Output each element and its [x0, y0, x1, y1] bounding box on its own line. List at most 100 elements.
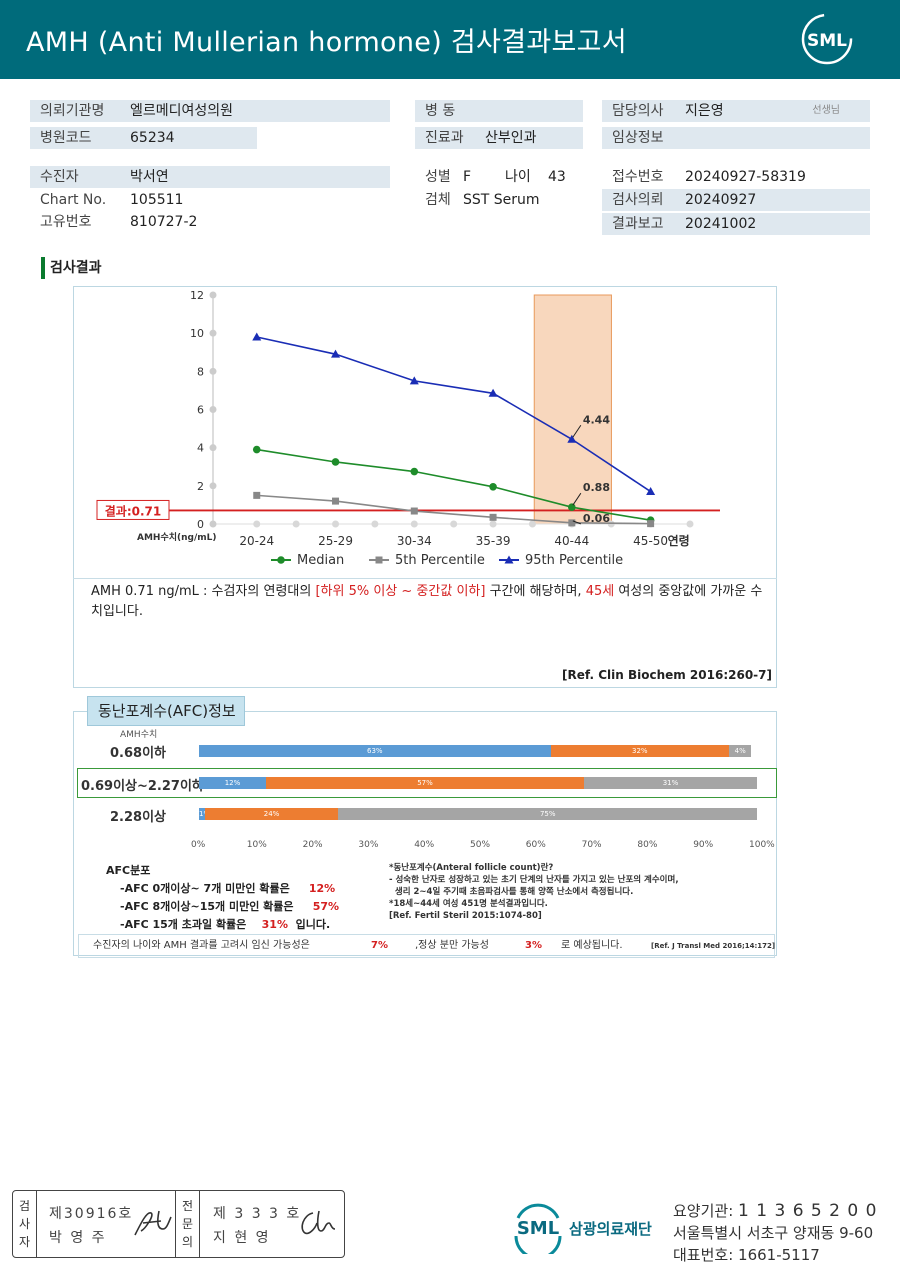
series-point [332, 497, 340, 505]
afc-segment: 32% [550, 745, 730, 757]
series-point [409, 376, 419, 385]
specimen-field: 검체 SST Serum [415, 189, 595, 211]
annotation-leader [572, 424, 582, 438]
interpretation-text: AMH 0.71 ng/mL : 수검자의 연령대의 [하위 5% 이상 ~ 중… [91, 584, 763, 619]
series-point [568, 519, 576, 527]
result-label-box [96, 499, 170, 520]
x-tick-dot [686, 520, 694, 528]
legend-label: 5th Percentile [395, 553, 485, 568]
x-tick-dot [450, 520, 458, 528]
afc-amh-label: AMH수치 [120, 730, 158, 740]
svg-text:SML: SML [517, 1218, 559, 1239]
series-point [253, 491, 261, 499]
x-tick-label: 30-34 [397, 534, 432, 548]
report-title: AMH (Anti Mullerian hormone) 검사결과보고서 [26, 27, 627, 58]
y-tick-dot [209, 520, 217, 528]
afc-dist-title: AFC분포 [106, 864, 151, 877]
afc-distribution: AFC분포 -AFC 0개이상~ 7개 미만인 확률은 12% -AFC 8개이… [106, 862, 339, 934]
annotation-leader [572, 520, 582, 525]
series-point [331, 349, 341, 358]
y-tick-dot [209, 406, 217, 413]
report-header: AMH (Anti Mullerian hormone) 검사결과보고서 SML [0, 0, 900, 79]
specimen-value: SST Serum [463, 192, 540, 208]
chart-no-field: Chart No. 105511 [30, 189, 390, 211]
series-point [647, 520, 655, 528]
interpretation-age: 45세 [585, 584, 615, 599]
sex-value: F [463, 169, 472, 185]
x-tick-label: 35-39 [476, 534, 511, 548]
request-date-value: 20240927 [685, 192, 757, 208]
afc-segment: 12% [199, 777, 266, 789]
doctor-value: 지은영 [685, 103, 724, 119]
y-tick-label: 10 [190, 327, 204, 340]
series-point [410, 507, 418, 515]
sml-footer-logo-icon: SML [514, 1203, 562, 1260]
footer-code: 요양기관: 1 1 3 6 5 2 0 0 [673, 1201, 878, 1221]
afc-dist-line: -AFC 8개이상~15개 미만인 확률은 57% [120, 900, 340, 913]
series-point [488, 388, 498, 397]
afc-axis-tick: 50% [470, 840, 491, 850]
specialist-signature-icon [301, 1210, 336, 1235]
uid-field: 고유번호 810727-2 [30, 211, 390, 233]
pregnancy-summary: 수진자의 나이와 AMH 결과를 고려시 임신 가능성은 7% ,정상 분만 가… [78, 934, 775, 958]
y-tick-label: 12 [190, 289, 204, 302]
y-tick-label: 4 [197, 442, 204, 455]
y-tick-label: 6 [197, 404, 204, 417]
section-title: 검사결과 [41, 257, 102, 279]
afc-axis-tick: 40% [414, 840, 435, 850]
x-tick-dot [371, 520, 379, 528]
series-point [489, 513, 497, 521]
x-axis-label: 연령 [668, 533, 690, 548]
x-tick-dot [253, 520, 261, 528]
svg-text:SML: SML [807, 31, 847, 51]
report-date-value: 20241002 [685, 216, 757, 232]
institution-value: 엘르메디여성의원 [130, 103, 234, 119]
x-tick-dot [528, 520, 536, 528]
hospital-code-field: 병원코드 65234 [30, 127, 257, 149]
afc-row-label: 2.28이상 [110, 810, 166, 825]
afc-row-label: 0.69이상~2.27이하 [81, 779, 204, 794]
afc-axis-tick: 0% [191, 840, 206, 850]
afc-tab: 동난포계수(AFC)정보 [87, 696, 245, 726]
receipt-field: 접수번호 20240927-58319 [602, 166, 870, 188]
y-tick-label: 8 [197, 365, 204, 378]
chart-panel [73, 286, 777, 688]
afc-bar: 12% 57% 31% [199, 777, 757, 789]
receipt-value: 20240927-58319 [685, 169, 806, 185]
afc-segment: 1% [199, 808, 205, 820]
uid-value: 810727-2 [130, 214, 198, 230]
y-axis-label: AMH수치(ng/mL) [137, 531, 217, 543]
afc-segment: 63% [199, 745, 551, 757]
footer-org-logo: SML 삼광의료재단 [508, 1198, 652, 1260]
afc-axis-tick: 80% [637, 840, 658, 850]
series-point [568, 503, 576, 512]
annotation-label: 0.06 [583, 512, 610, 525]
afc-segment: 57% [265, 777, 584, 789]
afc-bar: 1%24%75% [199, 808, 757, 820]
delivery-probability: 3% [525, 940, 542, 951]
pregnancy-probability: 7% [371, 940, 388, 951]
afc-axis-tick: 30% [358, 840, 379, 850]
x-tick-dot [410, 520, 418, 528]
annotation-label: 4.44 [583, 413, 610, 426]
patient-field: 수진자 박서연 [30, 166, 390, 188]
afc-segment: 4% [729, 745, 752, 757]
signature-box: 검사자 제30916호 박 영 주 전문의 제 3 3 3 호 지 현 영 [12, 1190, 345, 1258]
annotation-leader [572, 492, 582, 506]
tester-signature-icon [134, 1210, 172, 1236]
dept-value: 산부인과 [485, 130, 537, 146]
doctor-field: 담당의사 지은영 선생님 [602, 100, 870, 122]
series-point [277, 556, 285, 564]
interpretation-range: [하위 5% 이상 ~ 중간값 이하] [315, 584, 486, 599]
afc-axis-tick: 20% [302, 840, 323, 850]
patient-value: 박서연 [130, 169, 169, 185]
afc-axis-tick: 100% [749, 840, 775, 850]
x-tick-label: 45-50 [633, 534, 668, 548]
afc-segment: 75% [338, 808, 757, 820]
afc-axis-tick: 60% [525, 840, 546, 850]
amh-line-chart: 0 2 4 6 8 10 12 20-24 25-29 30-34 35-39 40-44 45-50 연… [96, 289, 720, 568]
y-tick-label: 0 [197, 518, 204, 531]
afc-axis-tick: 10% [246, 840, 267, 850]
afc-axis-tick: 70% [581, 840, 602, 850]
afc-axis-tick: 90% [693, 840, 714, 850]
